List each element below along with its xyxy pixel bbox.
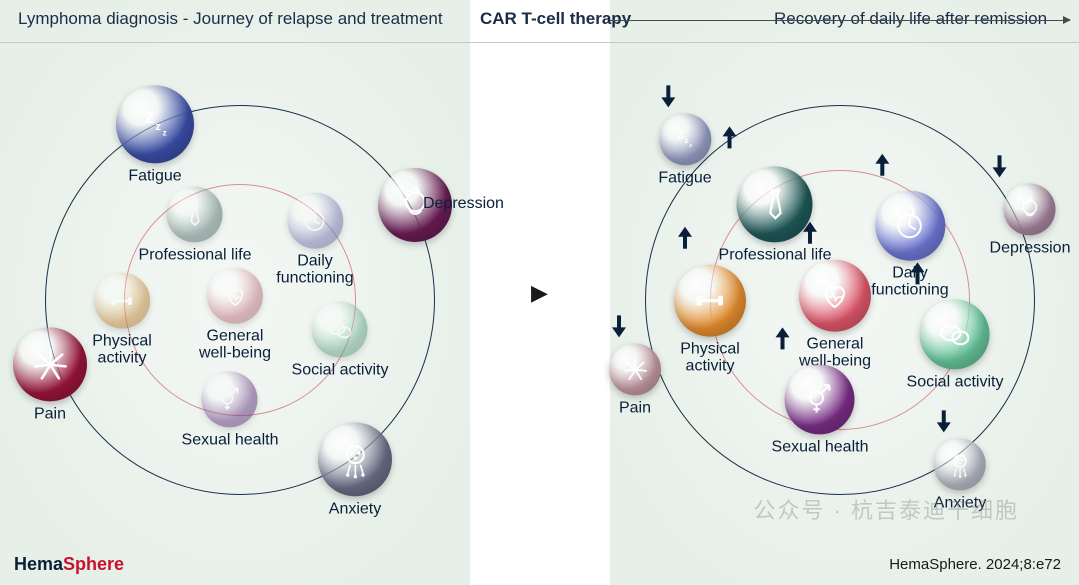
- daily-icon: [875, 191, 945, 261]
- timeline-arrow: [610, 20, 1070, 21]
- social-trend-up-icon: [910, 262, 924, 284]
- node-sexual: Sexual health: [772, 364, 869, 455]
- node-wellbeing: General well-being: [199, 268, 271, 363]
- brand-part-a: Hema: [14, 554, 63, 574]
- node-anxiety: Anxiety: [318, 422, 392, 517]
- depression-trend-down-icon: [992, 155, 1006, 177]
- fatigue-label: Fatigue: [116, 167, 194, 184]
- physical-icon: [674, 265, 746, 337]
- physical-label: Physical activity: [674, 341, 746, 376]
- physical-trend-up-icon: [678, 227, 692, 249]
- daily-icon: [287, 193, 343, 249]
- node-professional: Professional life: [719, 166, 832, 263]
- sexual-label: Sexual health: [772, 438, 869, 455]
- anxiety-icon: [318, 422, 392, 496]
- wellbeing-icon: [799, 260, 871, 332]
- pain-icon: [13, 327, 87, 401]
- professional-trend-up-icon: [722, 126, 736, 148]
- depression-label: Depression: [423, 195, 504, 212]
- depression-icon: [1004, 183, 1056, 235]
- depression-label: Depression: [990, 239, 1071, 256]
- node-pain: Pain: [609, 343, 661, 416]
- header-mid: CAR T-cell therapy: [480, 9, 631, 29]
- brand-part-b: Sphere: [63, 554, 124, 574]
- node-fatigue: Fatigue: [658, 113, 711, 186]
- fatigue-icon: [116, 85, 194, 163]
- wellbeing-trend-up-icon: [803, 222, 817, 244]
- fatigue-trend-down-icon: [661, 85, 675, 107]
- node-social: Social activity: [292, 301, 389, 378]
- anxiety-label: Anxiety: [318, 500, 392, 517]
- node-professional: Professional life: [139, 186, 252, 263]
- citation: HemaSphere. 2024;8:e72: [889, 556, 1061, 573]
- pain-icon: [609, 343, 661, 395]
- social-label: Social activity: [907, 373, 1004, 390]
- node-physical: Physical activity: [92, 273, 152, 368]
- anxiety-trend-down-icon: [936, 410, 950, 432]
- node-depression: Depression: [990, 183, 1071, 256]
- brand-logo: HemaSphere: [14, 554, 124, 575]
- sexual-icon: [202, 371, 258, 427]
- node-fatigue: Fatigue: [116, 85, 194, 184]
- pain-trend-down-icon: [612, 315, 626, 337]
- node-depression: Depression: [378, 168, 452, 242]
- fatigue-icon: [659, 113, 711, 165]
- sexual-trend-up-icon: [775, 327, 789, 349]
- header-right: Recovery of daily life after remission: [774, 9, 1047, 29]
- physical-icon: [94, 273, 150, 329]
- anxiety-icon: [934, 438, 986, 490]
- node-wellbeing: General well-being: [799, 260, 871, 371]
- professional-label: Professional life: [139, 246, 252, 263]
- node-sexual: Sexual health: [182, 371, 279, 448]
- social-icon: [920, 299, 990, 369]
- anxiety-label: Anxiety: [934, 494, 986, 511]
- sexual-icon: [785, 364, 855, 434]
- fatigue-label: Fatigue: [658, 169, 711, 186]
- sexual-label: Sexual health: [182, 431, 279, 448]
- professional-icon: [167, 186, 223, 242]
- node-pain: Pain: [13, 327, 87, 422]
- node-social: Social activity: [907, 299, 1004, 390]
- header-bar: Lymphoma diagnosis - Journey of relapse …: [0, 0, 1079, 43]
- separator-icon: ▶: [531, 280, 548, 306]
- social-label: Social activity: [292, 361, 389, 378]
- pain-label: Pain: [609, 399, 661, 416]
- wellbeing-label: General well-being: [199, 328, 271, 363]
- social-icon: [312, 301, 368, 357]
- pain-label: Pain: [13, 405, 87, 422]
- daily-trend-up-icon: [875, 154, 889, 176]
- node-anxiety: Anxiety: [934, 438, 986, 511]
- wellbeing-icon: [207, 268, 263, 324]
- physical-label: Physical activity: [92, 333, 152, 368]
- node-physical: Physical activity: [674, 265, 746, 376]
- daily-label: Daily functioning: [276, 253, 353, 288]
- header-left: Lymphoma diagnosis - Journey of relapse …: [18, 9, 443, 29]
- node-daily: Daily functioning: [276, 193, 353, 288]
